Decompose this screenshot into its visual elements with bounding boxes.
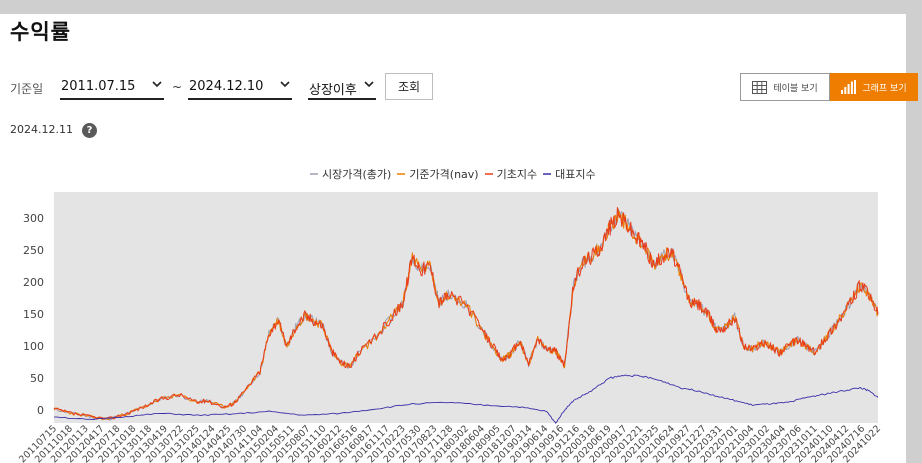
y-tick-label: 250 — [23, 244, 44, 257]
y-tick-label: 100 — [23, 340, 44, 353]
page-content: 수익률 기준일 2011.07.15 ~ 2024.12.10 상장이후 조회 … — [0, 14, 918, 463]
page-title: 수익률 — [10, 20, 71, 44]
y-tick-label: 300 — [23, 212, 44, 225]
start-date-select[interactable]: 2011.07.15 — [60, 72, 164, 100]
graph-view-button[interactable]: 그래프 보기 — [830, 73, 918, 101]
y-tick-label: 50 — [30, 372, 44, 385]
legend-marker-market — [310, 173, 318, 175]
y-tick-label: 150 — [23, 308, 44, 321]
y-tick-label: 350 — [23, 192, 44, 193]
legend-marker-nav — [397, 173, 406, 175]
search-button[interactable]: 조회 — [385, 73, 433, 100]
end-date-select[interactable]: 2024.12.10 — [188, 72, 292, 100]
range-option-select[interactable]: 상장이후 — [308, 72, 376, 100]
start-date-value: 2011.07.15 — [61, 79, 136, 94]
table-view-label: 테이블 보기 — [773, 83, 818, 94]
series-line-base — [53, 207, 879, 420]
graph-view-label: 그래프 보기 — [862, 83, 907, 94]
legend-item-market[interactable]: 시장가격(총가) — [310, 166, 391, 182]
legend-marker-base — [484, 173, 493, 175]
end-date-value: 2024.12.10 — [189, 79, 264, 94]
chevron-down-icon — [364, 81, 374, 88]
table-view-button[interactable]: 테이블 보기 — [740, 73, 830, 101]
chevron-down-icon — [280, 81, 290, 88]
returns-chart: 050100150200250300350 201107152011101820… — [17, 192, 883, 463]
period-label: 기준일 — [10, 82, 44, 96]
legend-item-benchmark[interactable]: 대표지수 — [543, 166, 596, 182]
help-icon[interactable]: ? — [82, 123, 97, 138]
table-icon — [752, 80, 768, 94]
legend-item-base[interactable]: 기초지수 — [484, 166, 538, 182]
legend-label-benchmark: 대표지수 — [555, 168, 596, 181]
range-option-value: 상장이후 — [309, 83, 357, 98]
legend-label-market: 시장가격(총가) — [322, 168, 392, 181]
date-range-separator: ~ — [172, 80, 183, 94]
legend-item-nav[interactable]: 기준가격(nav) — [397, 166, 479, 182]
y-tick-label: 200 — [23, 276, 44, 289]
chevron-down-icon — [152, 81, 162, 88]
legend-marker-benchmark — [543, 173, 552, 175]
bar-chart-icon — [841, 80, 857, 94]
y-tick-label: 0 — [37, 404, 44, 417]
legend-label-base: 기초지수 — [496, 168, 538, 181]
view-toggle: 테이블 보기 그래프 보기 — [740, 73, 918, 101]
series-line-benchmark — [53, 374, 879, 424]
chart-legend: 시장가격(총가) 기준가격(nav) 기초지수 대표지수 — [310, 166, 602, 182]
legend-label-nav: 기준가격(nav) — [409, 168, 479, 181]
base-date-label: 2024.12.11 — [10, 123, 73, 136]
